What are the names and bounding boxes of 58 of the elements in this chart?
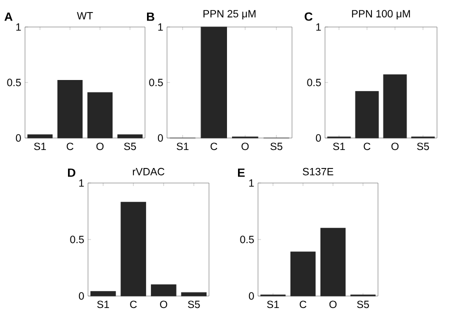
x-tick-label: C bbox=[66, 142, 74, 150]
y-tick-label: 0.5 bbox=[7, 78, 21, 86]
x-tick-label: C bbox=[210, 142, 218, 150]
bar bbox=[200, 26, 227, 138]
y-tick-label: 1 bbox=[316, 23, 321, 31]
chart-title: rVDAC bbox=[132, 168, 164, 176]
x-tick-label: S1 bbox=[333, 142, 345, 150]
bar bbox=[181, 292, 207, 296]
x-tick-label: S5 bbox=[188, 300, 200, 308]
chart-title: S137E bbox=[302, 168, 334, 176]
x-tick-label: S5 bbox=[357, 300, 369, 308]
bar bbox=[87, 92, 113, 138]
x-tick-label: C bbox=[300, 300, 306, 308]
text: C bbox=[304, 12, 313, 21]
y-tick-label: 0 bbox=[316, 134, 321, 142]
bar bbox=[117, 134, 143, 138]
chart-title: WT bbox=[76, 12, 93, 20]
text: A bbox=[4, 12, 13, 21]
y-tick-label: 0 bbox=[16, 134, 21, 142]
x-tick-label: S1 bbox=[176, 142, 189, 150]
y-tick-label: 0.5 bbox=[70, 236, 84, 244]
x-tick-label: S1 bbox=[34, 142, 46, 150]
y-tick-label: 1 bbox=[158, 23, 163, 31]
bar bbox=[27, 134, 53, 138]
x-tick-label: O bbox=[160, 300, 168, 308]
bar bbox=[320, 228, 346, 296]
bar bbox=[57, 80, 83, 138]
x-tick-label: O bbox=[391, 142, 399, 150]
text: D bbox=[68, 168, 76, 177]
y-tick-label: 0.5 bbox=[240, 236, 254, 244]
x-tick-label: C bbox=[364, 142, 370, 150]
y-tick-label: 1 bbox=[16, 23, 21, 31]
bar bbox=[120, 202, 146, 296]
bar bbox=[150, 284, 176, 296]
y-tick-label: 0 bbox=[158, 134, 163, 142]
bar bbox=[290, 252, 316, 296]
y-tick-label: 0 bbox=[78, 292, 84, 300]
text: E bbox=[238, 168, 245, 177]
x-tick-label: O bbox=[329, 300, 337, 308]
y-tick-label: 0.5 bbox=[149, 78, 163, 86]
x-tick-label: O bbox=[96, 142, 104, 150]
y-tick-label: 1 bbox=[79, 179, 84, 187]
chart-title: PPN 100 μM bbox=[352, 10, 410, 20]
x-tick-label: S5 bbox=[124, 142, 136, 150]
y-tick-label: 0 bbox=[248, 292, 254, 300]
x-tick-label: S1 bbox=[267, 300, 279, 308]
x-tick-label: S5 bbox=[417, 142, 429, 150]
x-tick-label: C bbox=[130, 300, 137, 308]
chart-title: PPN 25 μM bbox=[204, 10, 256, 20]
bar bbox=[355, 91, 379, 138]
y-tick-label: 1 bbox=[249, 179, 254, 187]
bar bbox=[90, 291, 116, 296]
bar bbox=[383, 74, 407, 138]
text: B bbox=[147, 12, 154, 21]
x-tick-label: O bbox=[242, 142, 249, 150]
x-tick-label: S1 bbox=[97, 300, 109, 308]
x-tick-label: S5 bbox=[270, 142, 282, 150]
y-tick-label: 0.5 bbox=[307, 78, 321, 86]
